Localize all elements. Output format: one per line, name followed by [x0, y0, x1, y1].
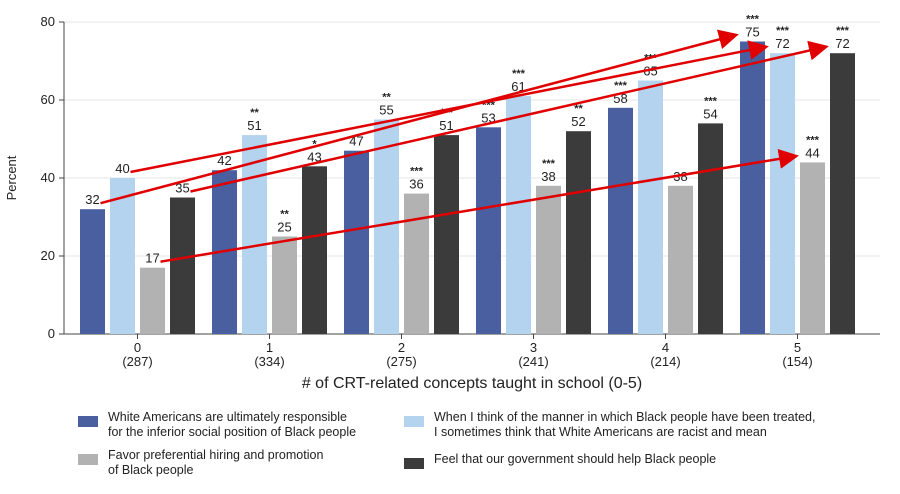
data-label-s2-0: 17: [145, 251, 159, 266]
bar-s3-0: [170, 197, 195, 334]
legend-swatch-government-help: [404, 458, 424, 469]
significance-s2-2: ***: [410, 166, 424, 178]
data-label-s3-0: 35: [175, 181, 189, 196]
bar-s1-4: [638, 80, 663, 334]
data-label-s3-3: 52: [571, 114, 585, 129]
bar-s0-0: [80, 209, 105, 334]
bar-s3-1: [302, 166, 327, 334]
x-tick-count-4: (214): [650, 354, 680, 369]
bar-s0-3: [476, 127, 501, 334]
bar-s1-5: [770, 53, 795, 334]
data-label-s1-4: 65: [643, 64, 657, 79]
significance-s1-3: ***: [512, 68, 526, 80]
bar-s2-4: [668, 185, 693, 334]
legend-swatch-responsible: [78, 416, 98, 427]
data-label-s0-0: 32: [85, 192, 99, 207]
x-tick-count-1: (334): [254, 354, 284, 369]
bar-s1-3: [506, 96, 531, 334]
data-label-s3-4: 54: [703, 106, 717, 121]
data-label-s3-2: 51: [439, 118, 453, 133]
significance-s3-4: ***: [704, 95, 718, 107]
legend-swatch-racist-mean: [404, 416, 424, 427]
legend-item-racist-mean: When I think of the manner in which Blac…: [404, 410, 815, 440]
trend-arrow-s3: [190, 40, 829, 193]
bar-s2-0: [140, 267, 165, 334]
significance-s1-1: **: [250, 107, 259, 119]
legend-label-responsible: White Americans are ultimately responsib…: [108, 410, 357, 439]
bar-s0-5: [740, 41, 765, 334]
data-label-s2-3: 38: [541, 169, 555, 184]
bar-s3-3: [566, 131, 591, 334]
y-tick-label-60: 60: [41, 92, 55, 107]
x-tick-label-0: 0: [134, 340, 141, 355]
x-tick-count-2: (275): [386, 354, 416, 369]
x-tick-count-0: (287): [122, 354, 152, 369]
legend-item-preferential-hiring: Favor preferential hiring and promotion …: [78, 448, 323, 478]
bar-s0-4: [608, 107, 633, 334]
trend-arrows: [100, 29, 829, 263]
significance-s2-5: ***: [806, 134, 820, 146]
significance-s0-4: ***: [614, 80, 628, 92]
bar-s3-2: [434, 135, 459, 334]
significance-s0-5: ***: [746, 14, 760, 26]
trend-arrow-s2: [160, 148, 799, 263]
x-tick-label-1: 1: [266, 340, 273, 355]
x-tick-count-3: (241): [518, 354, 548, 369]
legend-label-government-help: Feel that our government should help Bla…: [434, 452, 717, 466]
data-label-s1-0: 40: [115, 161, 129, 176]
legend-label-preferential-hiring: Favor preferential hiring and promotion …: [108, 448, 324, 477]
x-tick-label-5: 5: [794, 340, 801, 355]
legend-swatch-preferential-hiring: [78, 454, 98, 465]
bars: [80, 41, 855, 335]
significance-s3-5: ***: [836, 25, 850, 37]
data-label-s1-2: 55: [379, 103, 393, 118]
x-axis-title: # of CRT-related concepts taught in scho…: [302, 375, 642, 392]
data-label-s3-1: 43: [307, 149, 321, 164]
significance-s1-5: ***: [776, 25, 790, 37]
x-tick-count-5: (154): [782, 354, 812, 369]
significance-s3-1: *: [312, 138, 317, 150]
data-label-s1-5: 72: [775, 36, 789, 51]
bar-s2-3: [536, 185, 561, 334]
legend-item-responsible: White Americans are ultimately responsib…: [78, 410, 356, 440]
x-ticks: 0(287) 1(334) 2(275) 3(241) 4(214) 5(154): [122, 334, 813, 369]
y-ticks: 0 20 40 60 80: [41, 14, 64, 341]
data-label-s0-5: 75: [745, 25, 759, 40]
bar-s1-0: [110, 178, 135, 334]
legend-item-government-help: Feel that our government should help Bla…: [404, 452, 716, 469]
data-label-s0-1: 42: [217, 153, 231, 168]
legend: White Americans are ultimately responsib…: [0, 398, 900, 494]
bar-s0-2: [344, 150, 369, 334]
bar-s1-1: [242, 135, 267, 334]
data-label-s2-2: 36: [409, 177, 423, 192]
data-label-s2-5: 44: [805, 145, 819, 160]
y-tick-label-40: 40: [41, 170, 55, 185]
x-tick-label-3: 3: [530, 340, 537, 355]
significance-s3-3: **: [574, 103, 583, 115]
y-axis-title: Percent: [4, 155, 19, 200]
x-tick-label-4: 4: [662, 340, 669, 355]
significance-s2-1: **: [280, 209, 289, 221]
significance-s2-3: ***: [542, 158, 556, 170]
bar-s2-5: [800, 162, 825, 334]
bar-s2-2: [404, 193, 429, 334]
bar-s2-1: [272, 236, 297, 334]
y-tick-label-80: 80: [41, 14, 55, 29]
data-label-s2-1: 25: [277, 220, 291, 235]
data-label-s1-1: 51: [247, 118, 261, 133]
significance-s1-2: **: [382, 92, 391, 104]
data-labels: 32424753***58***75***4051**55**61***65**…: [85, 14, 849, 266]
trend-arrow-s1: [130, 40, 769, 174]
legend-label-racist-mean: When I think of the manner in which Blac…: [434, 410, 816, 439]
x-tick-label-2: 2: [398, 340, 405, 355]
y-tick-label-0: 0: [48, 326, 55, 341]
trend-arrow-s0: [100, 29, 739, 205]
data-label-s3-5: 72: [835, 36, 849, 51]
bar-s3-4: [698, 123, 723, 335]
y-tick-label-20: 20: [41, 248, 55, 263]
bar-s3-5: [830, 53, 855, 334]
